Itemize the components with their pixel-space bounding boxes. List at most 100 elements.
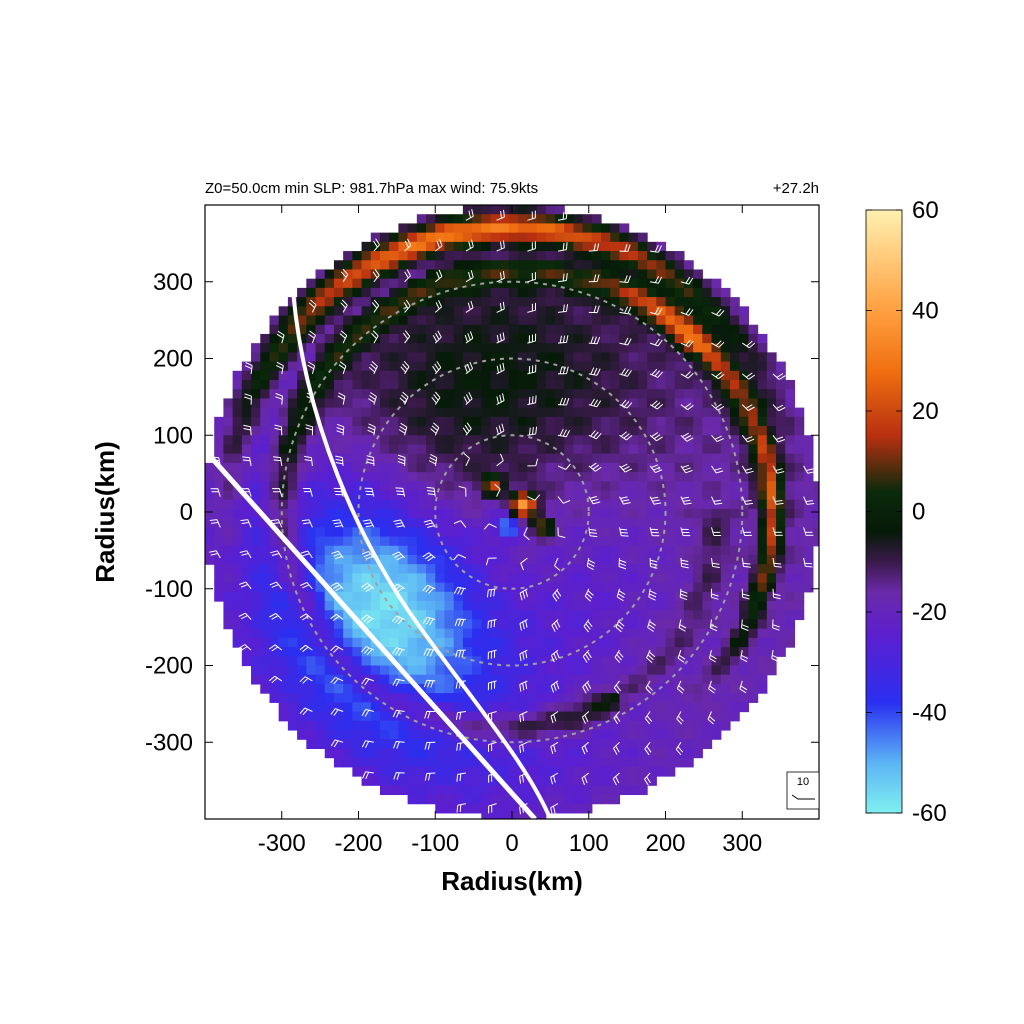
heatmap-cell	[656, 343, 667, 353]
heatmap-cell	[739, 554, 749, 565]
heatmap-cell	[518, 591, 528, 602]
heatmap-cell	[637, 720, 648, 731]
heatmap-cell	[757, 398, 768, 409]
heatmap-cell	[693, 564, 703, 574]
wind-barb	[273, 456, 283, 466]
heatmap-cell	[545, 352, 556, 363]
wind-barb	[586, 557, 596, 571]
heatmap-cell	[711, 564, 722, 574]
heatmap-cell	[251, 370, 261, 381]
heatmap-cell	[674, 490, 685, 501]
heatmap-cell	[536, 407, 547, 418]
heatmap-cell	[702, 398, 713, 409]
heatmap-cell	[591, 766, 602, 777]
heatmap-cell	[536, 545, 547, 556]
wind-barb	[588, 496, 601, 505]
heatmap-cell	[729, 610, 740, 621]
heatmap-cell	[462, 536, 473, 547]
heatmap-cell	[591, 462, 602, 473]
heatmap-cell	[536, 287, 547, 298]
heatmap-cell	[416, 637, 427, 648]
heatmap-cell	[361, 426, 372, 436]
wind-barb	[361, 740, 374, 749]
heatmap-cell	[269, 564, 280, 574]
heatmap-cell	[748, 343, 759, 353]
heatmap-cell	[536, 297, 547, 307]
heatmap-cell	[352, 260, 363, 271]
heatmap-cell	[711, 536, 722, 547]
heatmap-cell	[748, 426, 759, 436]
heatmap-cell	[766, 499, 777, 510]
heatmap-cell	[683, 287, 694, 298]
heatmap-cell	[683, 674, 694, 685]
heatmap-cell	[379, 370, 390, 381]
wind-barb	[395, 487, 406, 497]
heatmap-cell	[720, 628, 731, 639]
heatmap-cell	[665, 407, 676, 418]
heatmap-cell	[214, 435, 225, 446]
heatmap-cell	[665, 352, 676, 363]
heatmap-cell	[444, 591, 455, 602]
heatmap-cell	[481, 499, 492, 510]
heatmap-cell	[729, 674, 740, 685]
heatmap-cell	[785, 389, 796, 400]
heatmap-cell	[573, 223, 584, 234]
heatmap-cell	[803, 453, 814, 464]
heatmap-cell	[389, 333, 400, 344]
heatmap-cell	[453, 573, 464, 584]
heatmap-cell	[637, 536, 648, 547]
heatmap-cell	[361, 389, 372, 400]
heatmap-cell	[564, 619, 574, 630]
heatmap-cell	[361, 601, 372, 611]
heatmap-cell	[315, 527, 326, 538]
heatmap-cell	[453, 803, 464, 814]
heatmap-cell	[416, 785, 427, 796]
heatmap-cell	[601, 490, 611, 501]
heatmap-cell	[785, 601, 796, 611]
heatmap-cell	[315, 343, 326, 353]
heatmap-cell	[490, 278, 501, 289]
heatmap-cell	[462, 324, 473, 335]
heatmap-cell	[352, 389, 363, 400]
heatmap-cell	[370, 352, 381, 363]
heatmap-cell	[628, 665, 639, 676]
heatmap-cell	[619, 729, 630, 740]
heatmap-cell	[260, 619, 271, 630]
heatmap-cell	[803, 462, 814, 473]
heatmap-cell	[453, 398, 464, 409]
heatmap-cell	[545, 389, 556, 400]
heatmap-cell	[333, 361, 344, 372]
heatmap-cell	[591, 241, 602, 252]
heatmap-cell	[536, 370, 547, 381]
heatmap-cell	[582, 628, 593, 639]
wind-barb	[588, 367, 601, 376]
heatmap-cell	[573, 739, 584, 749]
heatmap-cell	[269, 426, 280, 436]
heatmap-cell	[278, 462, 289, 473]
heatmap-cell	[297, 573, 307, 584]
heatmap-cell	[462, 472, 473, 482]
heatmap-cell	[702, 343, 713, 353]
heatmap-cell	[389, 591, 400, 602]
heatmap-cell	[361, 287, 372, 298]
heatmap-cell	[499, 785, 510, 796]
heatmap-cell	[665, 610, 676, 621]
heatmap-cell	[545, 674, 556, 685]
heatmap-cell	[287, 693, 298, 703]
heatmap-cell	[333, 435, 344, 446]
heatmap-cell	[407, 785, 418, 796]
heatmap-cell	[545, 416, 556, 427]
heatmap-cell	[693, 665, 703, 676]
heatmap-cell	[582, 702, 593, 713]
heatmap-cell	[260, 637, 271, 648]
heatmap-cell	[370, 343, 381, 353]
heatmap-cell	[573, 416, 584, 427]
heatmap-cell	[306, 739, 317, 749]
heatmap-cell	[582, 776, 593, 786]
wind-barb	[299, 707, 313, 716]
heatmap-cell	[582, 379, 593, 390]
heatmap-cell	[416, 269, 427, 280]
heatmap-cell	[407, 683, 418, 694]
heatmap-cell	[297, 591, 307, 602]
heatmap-cell	[637, 324, 648, 335]
